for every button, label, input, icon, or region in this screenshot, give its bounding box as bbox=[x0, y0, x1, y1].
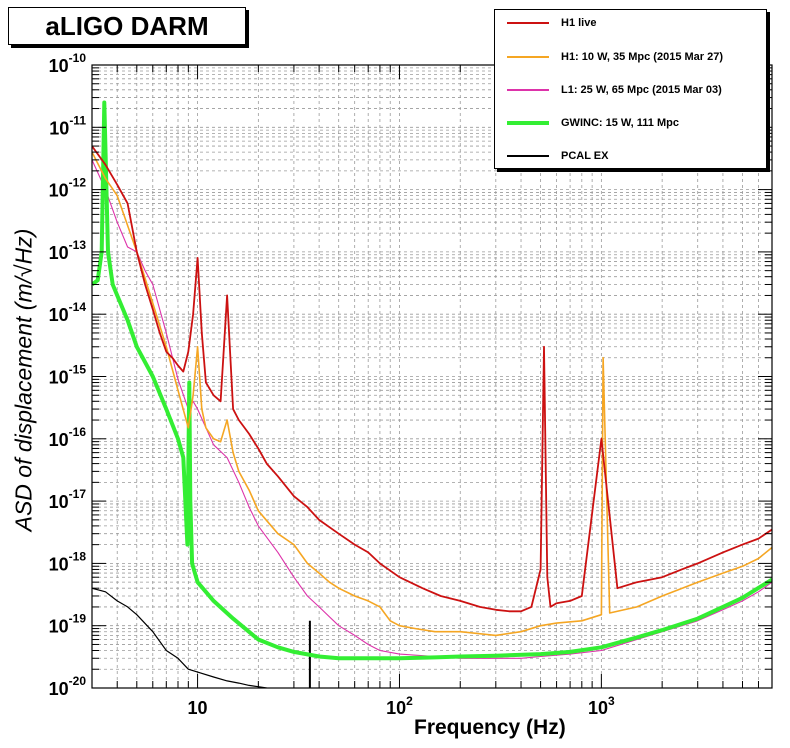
y-tick-label-exponent-7: -13 bbox=[69, 238, 87, 252]
series-line-0 bbox=[92, 145, 772, 613]
y-tick-label-exponent-9: -11 bbox=[69, 113, 86, 127]
legend-swatch bbox=[507, 155, 549, 157]
legend: H1 live H1: 10 W, 35 Mpc (2015 Mar 27) L1:… bbox=[494, 9, 767, 169]
x-axis-title: Frequency (Hz) bbox=[414, 716, 566, 739]
y-tick-label-3: 10-17 bbox=[49, 487, 87, 512]
axis-ticks bbox=[92, 65, 772, 688]
y-tick-label-1: 10-19 bbox=[49, 612, 87, 637]
y-tick-label-10: 10-10 bbox=[49, 51, 87, 76]
y-tick-label-base-9: 10 bbox=[49, 118, 69, 138]
legend-swatch bbox=[507, 56, 549, 58]
y-tick-label-exponent-5: -15 bbox=[69, 363, 87, 377]
y-tick-label-9: 10-11 bbox=[49, 113, 86, 138]
legend-label: GWINC: 15 W, 111 Mpc bbox=[561, 117, 679, 129]
series-line-1 bbox=[92, 151, 772, 637]
y-tick-label-base-10: 10 bbox=[49, 56, 69, 76]
legend-item: GWINC: 15 W, 111 Mpc bbox=[495, 113, 679, 133]
x-tick-label-exponent-1: 2 bbox=[406, 694, 413, 708]
y-tick-label-base-5: 10 bbox=[49, 368, 69, 388]
legend-label: PCAL EX bbox=[561, 150, 609, 162]
y-tick-label-4: 10-16 bbox=[49, 425, 87, 450]
y-tick-label-6: 10-14 bbox=[49, 300, 87, 325]
series-line-3 bbox=[92, 100, 772, 661]
legend-label: L1: 25 W, 65 Mpc (2015 Mar 03) bbox=[561, 84, 722, 96]
legend-item: H1 live bbox=[495, 13, 596, 33]
y-tick-label-base-2: 10 bbox=[49, 554, 69, 574]
y-tick-label-base-0: 10 bbox=[49, 679, 69, 699]
y-axis-title: ASD of displacement (m/√Hz) bbox=[11, 229, 38, 532]
x-tick-label-exponent-2: 3 bbox=[608, 694, 615, 708]
series-line-4 bbox=[92, 587, 267, 688]
y-tick-label-8: 10-12 bbox=[49, 176, 87, 201]
y-tick-label-exponent-6: -14 bbox=[69, 300, 87, 314]
y-axis-title-text: ASD of displacement bbox=[10, 310, 37, 532]
y-tick-label-base-3: 10 bbox=[49, 492, 69, 512]
x-tick-label-2: 103 bbox=[588, 694, 615, 718]
y-tick-label-2: 10-18 bbox=[49, 549, 87, 574]
series-line-2 bbox=[92, 159, 772, 659]
legend-label: H1: 10 W, 35 Mpc (2015 Mar 27) bbox=[561, 51, 724, 63]
legend-swatch bbox=[507, 89, 549, 91]
y-tick-label-exponent-0: -20 bbox=[69, 674, 87, 688]
y-tick-label-5: 10-15 bbox=[49, 363, 87, 388]
legend-swatch bbox=[507, 22, 549, 24]
y-tick-label-exponent-2: -18 bbox=[69, 549, 87, 563]
legend-label: H1 live bbox=[561, 17, 597, 29]
x-tick-label-0: 10 bbox=[188, 698, 208, 718]
y-tick-label-exponent-8: -12 bbox=[69, 176, 87, 190]
legend-item: PCAL EX bbox=[495, 146, 608, 166]
y-tick-label-base-7: 10 bbox=[49, 243, 69, 263]
y-tick-label-0: 10-20 bbox=[49, 674, 87, 699]
chart-title: aLIGO DARM bbox=[45, 10, 209, 41]
y-tick-label-base-8: 10 bbox=[49, 181, 69, 201]
y-tick-label-7: 10-13 bbox=[49, 238, 87, 263]
y-tick-label-base-6: 10 bbox=[49, 305, 69, 325]
y-tick-label-exponent-4: -16 bbox=[69, 425, 87, 439]
legend-item: H1: 10 W, 35 Mpc (2015 Mar 27) bbox=[495, 47, 723, 67]
y-tick-label-exponent-1: -19 bbox=[69, 612, 87, 626]
y-tick-label-base-4: 10 bbox=[49, 430, 69, 450]
legend-swatch bbox=[507, 121, 549, 125]
y-axis-title-unit: (m/√Hz) bbox=[10, 228, 37, 311]
y-tick-label-exponent-10: -10 bbox=[69, 51, 87, 65]
y-tick-label-base-1: 10 bbox=[49, 617, 69, 637]
legend-item: L1: 25 W, 65 Mpc (2015 Mar 03) bbox=[495, 80, 722, 100]
chart-title-box: aLIGO DARM bbox=[8, 7, 246, 45]
x-tick-label-1: 102 bbox=[386, 694, 413, 718]
y-tick-label-exponent-3: -17 bbox=[69, 487, 87, 501]
